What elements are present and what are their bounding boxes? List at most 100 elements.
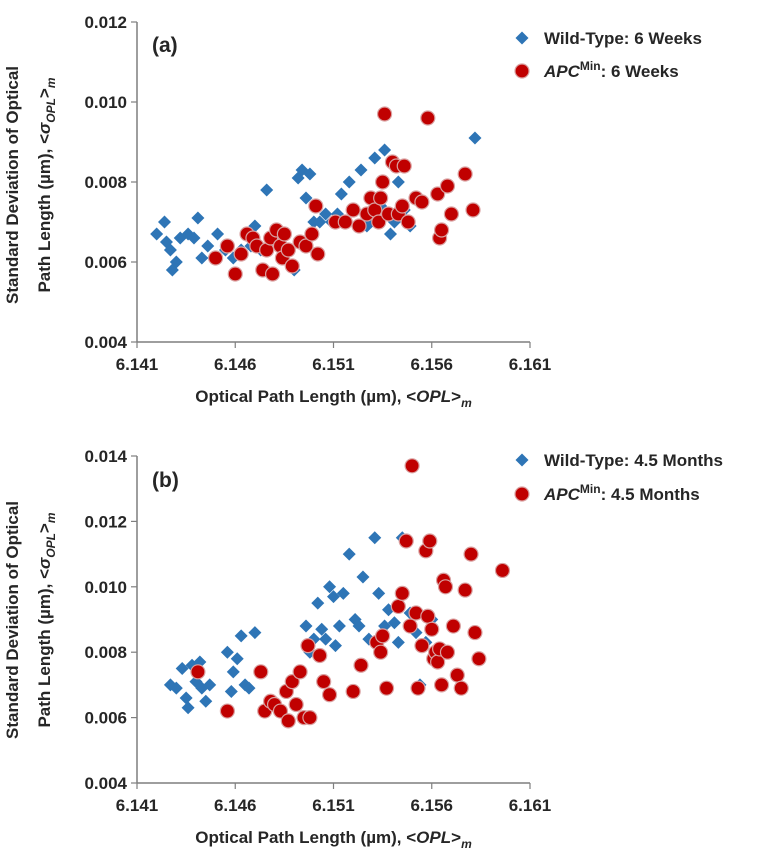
data-point-circle <box>422 533 438 549</box>
series-apc-min <box>208 106 481 282</box>
data-point-circle <box>433 222 450 238</box>
y-tick-label: 0.004 <box>84 774 127 793</box>
data-point-diamond <box>299 619 313 633</box>
data-point-circle <box>284 674 300 690</box>
data-point-diamond <box>199 694 213 708</box>
data-point-circle <box>410 680 426 696</box>
data-point-circle <box>424 621 440 637</box>
data-point-diamond <box>169 255 183 269</box>
data-point-diamond <box>368 151 382 165</box>
data-point-diamond <box>372 586 386 600</box>
data-point-diamond <box>201 239 215 253</box>
data-point-diamond <box>327 590 340 604</box>
data-point-circle <box>264 266 281 282</box>
data-point-circle <box>316 674 332 690</box>
data-point-diamond <box>195 251 209 265</box>
data-point-circle <box>439 644 456 660</box>
data-point-circle <box>233 246 249 262</box>
x-axis-label: Optical Path Length (µm), <OPL>m <box>195 387 472 410</box>
y-axis-label-line2: Path Length (µm), <σOPL>m <box>35 77 58 292</box>
data-point-circle <box>396 158 412 174</box>
data-point-circle <box>400 214 416 230</box>
data-point-circle <box>300 638 316 654</box>
data-point-circle <box>404 458 420 474</box>
data-point-diamond <box>163 243 177 257</box>
y-tick-label: 0.008 <box>84 643 127 662</box>
data-point-circle <box>321 687 338 703</box>
data-point-circle <box>253 664 269 680</box>
data-point-diamond <box>334 187 348 201</box>
y-axis-label-line1: Standard Deviation of Optical <box>3 66 22 304</box>
data-point-diamond <box>354 163 368 177</box>
data-point-circle <box>394 585 410 601</box>
data-point-diamond <box>226 665 240 679</box>
data-point-circle <box>398 533 414 549</box>
data-point-diamond <box>383 227 397 241</box>
data-point-diamond <box>342 175 356 189</box>
data-point-circle <box>414 638 430 654</box>
data-point-circle <box>292 664 308 680</box>
data-point-diamond <box>299 191 313 205</box>
x-tick-label: 6.141 <box>116 355 159 374</box>
y-tick-label: 0.012 <box>84 13 127 32</box>
data-point-diamond <box>169 681 183 695</box>
x-tick-label: 6.161 <box>509 355 552 374</box>
data-point-circle <box>467 624 483 641</box>
series-wild-type <box>163 531 439 715</box>
data-point-circle <box>353 657 369 673</box>
legend-label: APCMin: 4.5 Months <box>543 482 700 504</box>
x-axis-label: Optical Path Length (µm), <OPL>m <box>195 828 472 850</box>
data-point-circle <box>345 683 361 700</box>
data-point-diamond <box>468 131 482 145</box>
y-axis-label-line1: Standard Deviation of Optical <box>3 501 22 739</box>
data-point-circle <box>402 618 418 634</box>
data-point-diamond <box>387 616 401 630</box>
data-point-diamond <box>191 211 205 225</box>
data-point-circle <box>302 709 318 726</box>
data-point-diamond <box>311 596 325 610</box>
data-point-diamond <box>356 570 370 584</box>
data-point-diamond <box>368 531 382 545</box>
x-tick-label: 6.141 <box>116 796 159 815</box>
data-point-diamond <box>352 619 366 633</box>
data-point-circle <box>471 651 487 667</box>
data-point-circle <box>373 644 389 660</box>
y-tick-label: 0.010 <box>84 578 127 597</box>
data-point-diamond <box>391 175 405 189</box>
data-point-circle <box>351 218 367 234</box>
data-point-circle <box>420 110 436 126</box>
y-tick-label: 0.004 <box>84 333 127 352</box>
data-point-circle <box>445 618 461 634</box>
data-point-circle <box>375 174 391 190</box>
chart-panel-a: 0.004 0.006 0.008 0.010 0.012 6.141 6.146 6.151… <box>3 13 702 410</box>
data-point-circle <box>276 226 292 242</box>
data-point-circle <box>284 258 300 274</box>
data-point-circle <box>375 628 391 644</box>
data-point-circle <box>227 266 243 282</box>
data-point-diamond <box>179 691 193 705</box>
data-point-circle <box>390 598 406 615</box>
data-point-circle <box>219 703 235 719</box>
data-point-circle <box>298 238 314 254</box>
x-tick-label: 6.156 <box>410 355 453 374</box>
data-point-circle <box>465 202 481 218</box>
data-point-diamond <box>315 622 329 636</box>
data-point-circle <box>280 242 296 258</box>
data-point-circle <box>420 608 436 624</box>
data-point-circle <box>310 246 326 262</box>
data-point-circle <box>453 680 469 696</box>
data-point-circle <box>373 190 389 206</box>
data-point-circle <box>376 106 393 122</box>
data-point-diamond <box>150 227 164 241</box>
data-point-circle <box>304 226 320 242</box>
panel-label: (b) <box>152 469 179 492</box>
data-point-diamond <box>203 678 217 692</box>
legend-label: Wild-Type: 4.5 Months <box>544 451 723 470</box>
data-point-circle <box>437 579 454 595</box>
data-point-diamond <box>319 632 333 646</box>
data-point-diamond <box>323 580 337 594</box>
x-tick-label: 6.151 <box>312 796 355 815</box>
y-tick-label: 0.014 <box>84 447 127 466</box>
legend-label: APCMin: 6 Weeks <box>543 59 679 81</box>
x-tick-label: 6.146 <box>214 355 257 374</box>
